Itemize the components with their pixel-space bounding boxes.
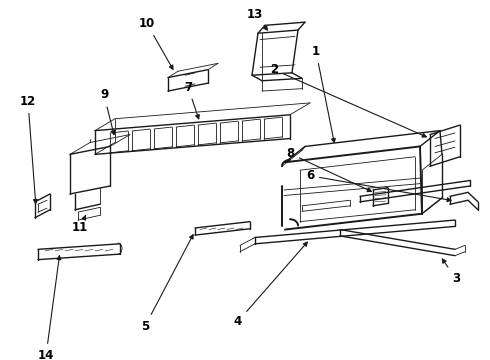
Text: 2: 2 xyxy=(270,63,426,137)
Text: 3: 3 xyxy=(442,259,460,285)
Text: 9: 9 xyxy=(100,89,115,135)
Text: 4: 4 xyxy=(234,242,307,328)
Text: 6: 6 xyxy=(306,169,451,202)
Text: 7: 7 xyxy=(184,81,199,119)
Text: 13: 13 xyxy=(247,8,268,30)
Text: 11: 11 xyxy=(72,216,88,234)
Text: 14: 14 xyxy=(38,256,61,360)
Text: 1: 1 xyxy=(312,45,335,143)
Text: 5: 5 xyxy=(141,235,193,333)
Text: 8: 8 xyxy=(286,147,371,192)
Text: 10: 10 xyxy=(139,17,173,69)
Text: 12: 12 xyxy=(20,95,37,203)
